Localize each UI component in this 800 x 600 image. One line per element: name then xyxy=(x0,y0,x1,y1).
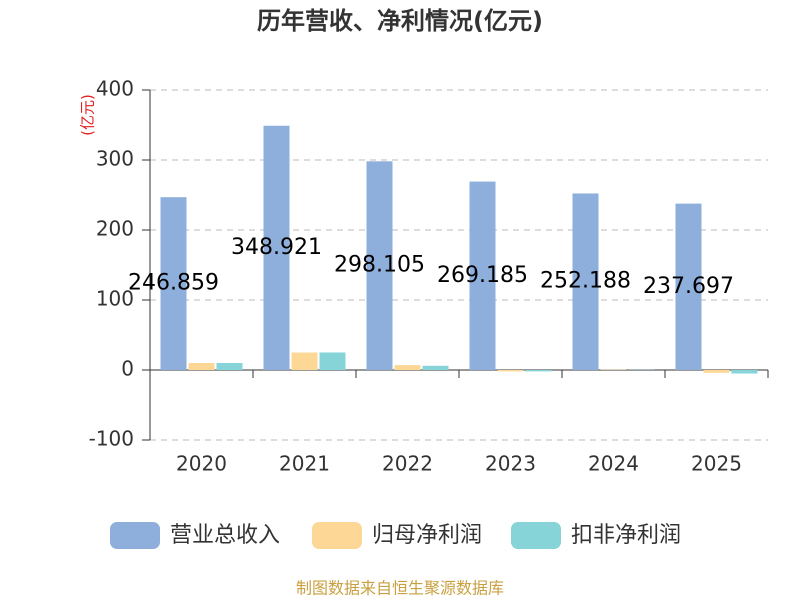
chart-title: 历年营收、净利情况(亿元) xyxy=(257,7,543,35)
bar xyxy=(525,370,552,372)
y-tick-label: 300 xyxy=(96,147,134,171)
bar xyxy=(497,370,524,372)
bar xyxy=(319,352,346,370)
legend-swatch xyxy=(110,522,160,549)
bar xyxy=(263,125,290,370)
data-label: 237.697 xyxy=(643,274,734,299)
y-tick-label: 100 xyxy=(96,287,134,311)
legend-label: 营业总收入 xyxy=(170,523,280,548)
x-tick-label: 2023 xyxy=(485,452,536,476)
legend-label: 扣非净利润 xyxy=(571,523,681,548)
bar xyxy=(366,161,393,370)
bar xyxy=(291,352,318,370)
bar xyxy=(703,370,730,373)
bar xyxy=(188,363,215,370)
legend-label: 归母净利润 xyxy=(372,523,482,548)
x-tick-label: 2021 xyxy=(279,452,330,476)
x-tick-label: 2024 xyxy=(588,452,639,476)
legend-swatch xyxy=(312,522,362,549)
bar xyxy=(675,203,702,370)
data-label: 298.105 xyxy=(334,253,425,278)
data-label: 252.188 xyxy=(540,269,631,294)
y-tick-label: 0 xyxy=(121,357,134,381)
bar xyxy=(394,365,421,370)
x-tick-label: 2022 xyxy=(382,452,433,476)
bar xyxy=(160,197,187,370)
legend-swatch xyxy=(511,522,561,549)
bar xyxy=(469,181,496,370)
y-tick-label: 200 xyxy=(96,217,134,241)
x-tick-label: 2025 xyxy=(691,452,742,476)
bar xyxy=(422,365,449,370)
data-label: 246.859 xyxy=(128,271,219,296)
x-tick-label: 2020 xyxy=(176,452,227,476)
data-label: 269.185 xyxy=(437,263,528,288)
bar xyxy=(731,370,758,374)
data-label: 348.921 xyxy=(231,235,322,260)
bar xyxy=(572,193,599,370)
y-tick-label: -100 xyxy=(89,427,134,451)
y-axis-label: (亿元) xyxy=(79,94,97,136)
y-tick-label: 400 xyxy=(96,77,134,101)
source-note: 制图数据来自恒生聚源数据库 xyxy=(296,579,504,598)
bar xyxy=(216,363,243,370)
